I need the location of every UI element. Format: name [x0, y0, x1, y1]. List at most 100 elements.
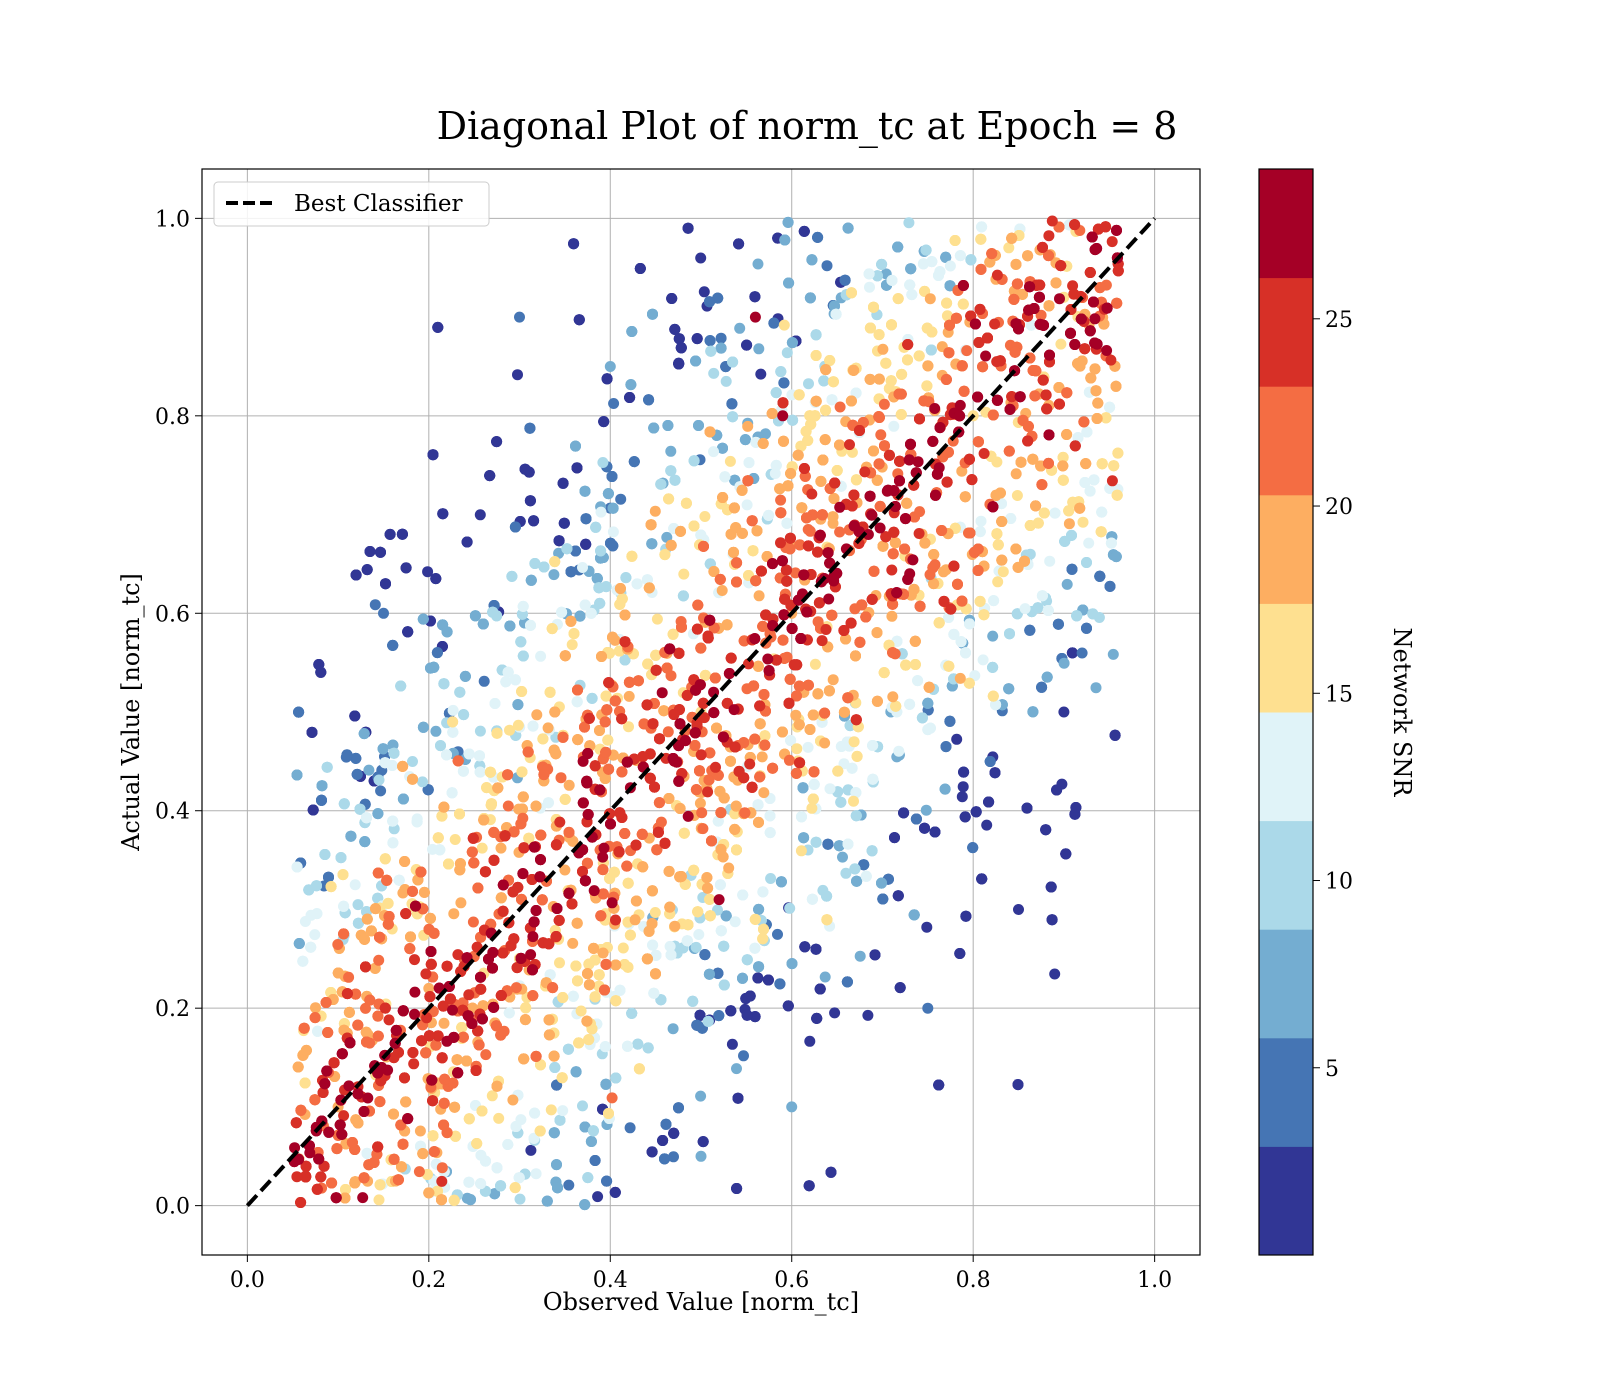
scatter-point [514, 311, 525, 323]
scatter-point [599, 1041, 611, 1053]
scatter-point [741, 339, 753, 351]
scatter-point [603, 677, 615, 689]
scatter-point [752, 972, 764, 984]
scatter-point [484, 766, 496, 778]
scatter-point [657, 1135, 669, 1146]
scatter-point [956, 791, 968, 803]
scatter-point [868, 445, 879, 457]
scatter-point [725, 755, 736, 767]
scatter-point [905, 263, 917, 275]
scatter-point [620, 572, 632, 584]
scatter-point [610, 959, 622, 971]
scatter-point [1043, 457, 1054, 469]
scatter-point [528, 1132, 540, 1144]
scatter-point [492, 782, 504, 794]
scatter-point [321, 761, 333, 773]
scatter-point [650, 968, 661, 980]
scatter-point [842, 222, 854, 234]
scatter-point [441, 749, 452, 761]
scatter-point [582, 968, 593, 980]
scatter-point [436, 1052, 448, 1064]
scatter-point [842, 838, 854, 850]
scatter-point [728, 502, 740, 514]
scatter-point [1061, 387, 1073, 399]
scatter-point [904, 279, 916, 291]
scatter-point [1072, 432, 1084, 444]
scatter-point [940, 251, 952, 263]
scatter-point [667, 1023, 679, 1035]
scatter-point [577, 1100, 588, 1112]
scatter-point [746, 515, 758, 527]
scatter-point [607, 526, 619, 538]
scatter-point [858, 859, 870, 871]
scatter-point [786, 1101, 798, 1113]
scatter-point [534, 1125, 546, 1137]
scatter-point [871, 270, 883, 282]
scatter-point [887, 548, 899, 560]
scatter-point [646, 538, 658, 550]
scatter-point [812, 616, 824, 628]
scatter-point [767, 762, 779, 774]
scatter-point [991, 528, 1003, 540]
scatter-point [755, 368, 767, 380]
scatter-point [823, 685, 835, 697]
scatter-point [448, 1194, 460, 1206]
scatter-point [992, 576, 1004, 588]
scatter-point [664, 940, 676, 952]
scatter-point [350, 569, 362, 581]
scatter-point [693, 929, 705, 940]
scatter-point [878, 667, 890, 679]
scatter-point [402, 626, 414, 638]
scatter-point [1043, 300, 1055, 312]
scatter-point [1010, 258, 1022, 270]
scatter-point [954, 948, 966, 959]
scatter-point [372, 867, 384, 879]
scatter-point [951, 733, 963, 745]
scatter-point [597, 864, 609, 876]
scatter-point [647, 939, 659, 951]
scatter-point [443, 858, 454, 870]
scatter-point [316, 794, 327, 806]
scatter-point [463, 1176, 475, 1188]
scatter-point [555, 772, 567, 784]
scatter-point [753, 343, 765, 355]
scatter-point [708, 446, 719, 458]
scatter-point [438, 1017, 450, 1029]
scatter-point [626, 550, 638, 562]
scatter-point [595, 910, 607, 922]
scatter-point [581, 1015, 593, 1027]
scatter-point [775, 366, 787, 378]
scatter-point [373, 1194, 385, 1206]
scatter-point [871, 627, 883, 639]
scatter-point [790, 767, 802, 779]
scatter-point [378, 607, 389, 619]
scatter-point [476, 1105, 488, 1117]
scatter-point [1074, 502, 1086, 514]
scatter-point [1071, 610, 1083, 622]
scatter-point [888, 420, 900, 432]
scatter-point [668, 1151, 679, 1163]
scatter-point [1057, 451, 1069, 463]
scatter-point [541, 1195, 553, 1207]
scatter-point [1096, 506, 1108, 518]
scatter-point [720, 375, 732, 387]
scatter-point [538, 561, 550, 573]
scatter-point [739, 807, 751, 819]
scatter-point [688, 864, 700, 876]
scatter-point [902, 354, 913, 366]
scatter-point [359, 836, 371, 848]
scatter-point [595, 545, 607, 557]
scatter-point [868, 301, 879, 313]
scatter-point [860, 611, 872, 623]
scatter-point [297, 955, 309, 967]
scatter-point [889, 537, 901, 549]
scatter-point [291, 769, 303, 781]
scatter-point [610, 995, 622, 1007]
scatter-point [1108, 460, 1120, 472]
scatter-point [623, 690, 635, 702]
scatter-point [599, 984, 610, 996]
scatter-point [812, 231, 824, 243]
scatter-point [669, 920, 681, 932]
scatter-point [660, 1118, 672, 1130]
scatter-point [955, 636, 967, 648]
